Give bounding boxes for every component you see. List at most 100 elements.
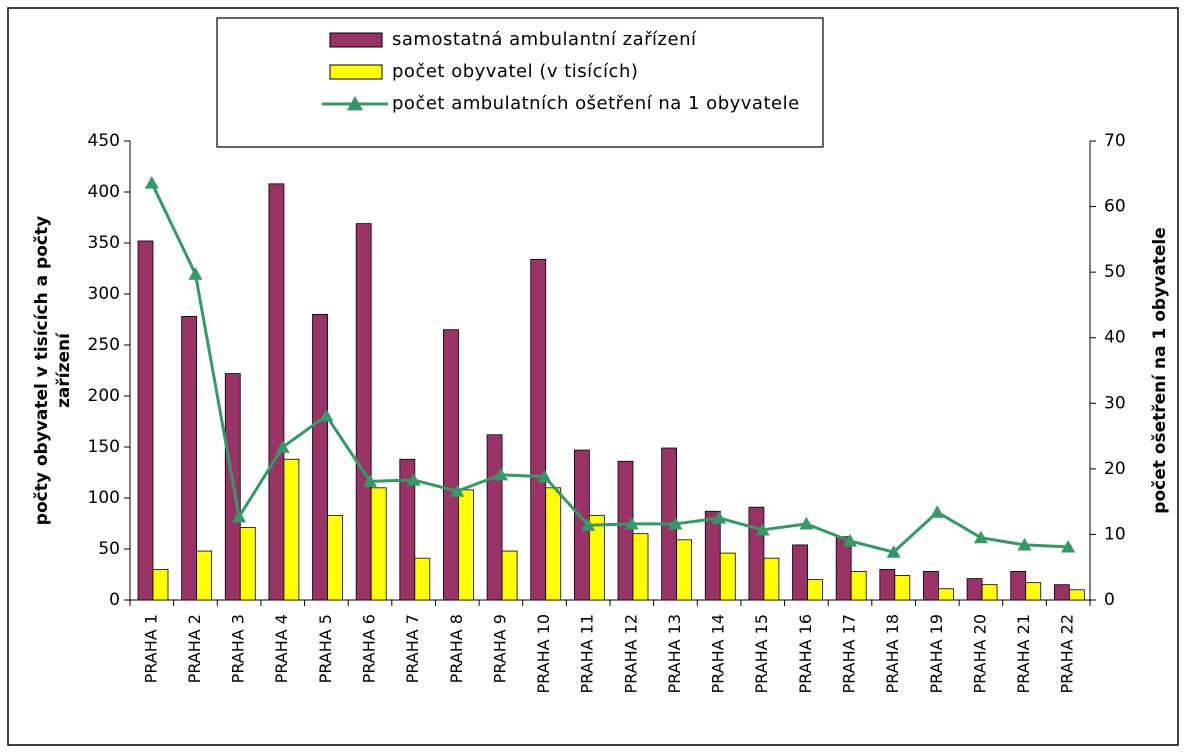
x-tick-label: PRAHA 20: [970, 614, 989, 693]
x-tick-label: PRAHA 13: [665, 614, 684, 693]
bar: [748, 506, 765, 601]
y-tick-label: 350: [88, 233, 120, 253]
x-tick-label: PRAHA 5: [316, 614, 335, 683]
line-marker: [799, 516, 814, 530]
bar: [181, 316, 198, 601]
y-tick-label: 200: [88, 386, 120, 406]
legend-swatch: [329, 32, 383, 48]
y2-tick-label: 0: [1104, 590, 1115, 610]
line-marker: [144, 175, 159, 189]
line-marker: [581, 518, 596, 531]
bar: [399, 458, 416, 601]
x-tick-label: PRAHA 10: [534, 614, 553, 693]
legend-box: [216, 17, 824, 148]
y2-tick-label: 70: [1104, 131, 1126, 151]
y-tick-label: 0: [109, 590, 120, 610]
legend-label: počet ambulatních ošetření na 1 obyvatel…: [392, 93, 800, 114]
x-tick-label: PRAHA 14: [709, 614, 728, 693]
bar: [530, 258, 547, 601]
line-marker: [319, 408, 334, 422]
y-tick-label: 50: [98, 539, 120, 559]
bar: [443, 329, 459, 601]
bar: [879, 569, 896, 601]
line-marker: [363, 474, 377, 487]
bar: [938, 588, 954, 601]
line-marker: [1061, 539, 1076, 553]
bar: [458, 489, 474, 601]
x-tick-label: PRAHA 3: [229, 614, 248, 683]
line-marker: [493, 467, 508, 481]
x-tick-label: PRAHA 2: [185, 614, 204, 683]
x-tick-label: PRAHA 7: [403, 614, 422, 683]
x-tick-label: PRAHA 15: [752, 614, 771, 693]
bar: [966, 578, 983, 601]
y2-tick-label: 60: [1104, 197, 1126, 217]
bar: [414, 557, 431, 601]
x-tick-label: PRAHA 4: [272, 614, 291, 683]
bar: [981, 584, 998, 601]
line-marker: [624, 516, 639, 530]
bar: [137, 240, 154, 601]
x-tick-label: PRAHA 19: [927, 614, 946, 693]
y-tick-label: 250: [88, 335, 120, 355]
y2-tick-label: 30: [1104, 393, 1126, 413]
y2-tick-label: 20: [1104, 459, 1126, 479]
bar: [370, 487, 387, 601]
line-marker: [668, 516, 683, 530]
x-tick-label: PRAHA 21: [1014, 614, 1033, 693]
y-tick-label: 100: [88, 488, 120, 508]
x-tick-label: PRAHA 12: [621, 614, 640, 693]
legend-swatch: [329, 64, 383, 80]
bar: [239, 527, 256, 601]
bar: [1068, 589, 1085, 601]
line-marker: [275, 440, 290, 453]
bar: [763, 557, 780, 601]
y-axis-title: počty obyvatel v tisících a počty: [32, 216, 52, 525]
line-marker: [188, 267, 203, 280]
bar: [196, 550, 213, 601]
bar: [355, 223, 372, 601]
legend-label: počet obyvatel (v tisících): [392, 61, 638, 82]
line-marker: [1017, 537, 1032, 551]
bar: [807, 579, 823, 601]
x-tick-label: PRAHA 1: [141, 614, 160, 683]
bar: [545, 487, 562, 601]
line-marker: [843, 533, 857, 547]
y-tick-label: 450: [88, 131, 120, 151]
bar: [923, 571, 939, 601]
x-tick-label: PRAHA 6: [360, 614, 379, 683]
line-marker: [930, 505, 945, 518]
line-marker: [712, 511, 727, 524]
y2-tick-label: 50: [1104, 262, 1126, 282]
x-tick-label: PRAHA 17: [840, 614, 859, 693]
legend-label: samostatná ambulantní zařízení: [392, 29, 697, 50]
x-tick-label: PRAHA 16: [796, 614, 815, 693]
line-marker: [232, 509, 247, 523]
bar: [327, 514, 343, 601]
bar: [835, 536, 852, 601]
x-tick-label: PRAHA 8: [447, 614, 466, 683]
line-marker: [973, 530, 988, 544]
line-marker: [406, 473, 421, 486]
y2-axis-title: počet ošetření na 1 obyvatele: [1150, 227, 1170, 513]
y2-tick-label: 10: [1104, 524, 1126, 544]
bar: [676, 539, 693, 601]
bar: [1010, 571, 1027, 601]
bar: [850, 571, 867, 601]
bar: [283, 458, 300, 601]
y-tick-label: 400: [88, 182, 120, 202]
bar: [704, 510, 721, 601]
y-tick-label: 150: [88, 437, 120, 457]
bar: [486, 434, 503, 601]
bar: [1053, 584, 1070, 601]
x-tick-label: PRAHA 22: [1058, 614, 1077, 693]
x-tick-label: PRAHA 11: [578, 614, 597, 693]
line-marker: [755, 522, 770, 536]
x-tick-label: PRAHA 18: [883, 614, 902, 693]
y-axis-title: zařízení: [54, 332, 74, 408]
bar: [632, 533, 649, 601]
bar: [894, 575, 911, 601]
line: [150, 182, 1069, 554]
line-marker: [537, 469, 552, 483]
